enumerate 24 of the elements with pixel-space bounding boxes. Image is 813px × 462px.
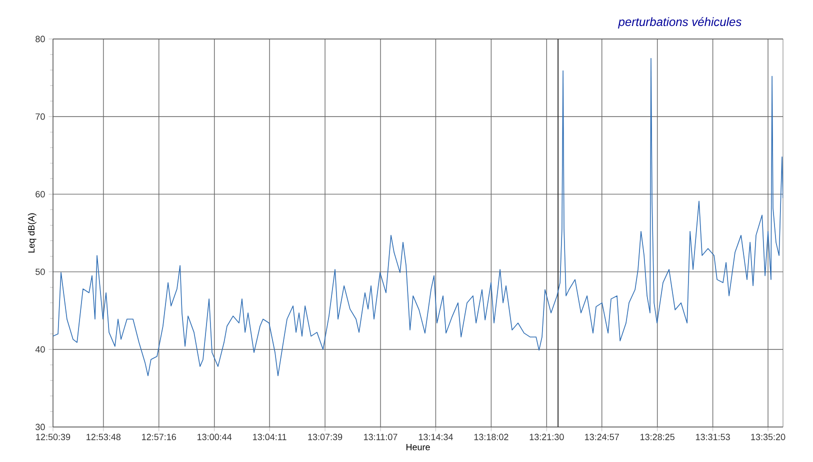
x-tick-label: 13:14:34 [418,434,453,440]
x-tick-label: 13:31:53 [696,434,730,440]
x-tick-label: 13:18:02 [474,434,508,440]
text: perturbations véhicules [618,17,742,28]
y-tick-label: 40 [35,346,45,353]
y-axis-title: Leq dB(A) [28,213,36,253]
x-tick-label: 13:00:44 [198,434,232,440]
x-axis-title: Heure [406,444,430,450]
x-tick-label: 12:57:16 [142,434,176,440]
x-tick-label: 13:24:57 [585,434,619,440]
x-tick-label: 12:53:48 [86,434,121,440]
x-tick-label: 13:11:07 [364,434,398,440]
x-tick-label: 12:50:39 [36,434,70,440]
x-tick-label: 13:04:11 [253,434,286,440]
x-tick-label: 13:07:39 [308,434,342,440]
y-tick-label: 70 [36,113,45,120]
line-series [53,58,784,376]
x-tick-label: 13:21:30 [530,434,564,440]
y-tick-label: 80 [36,36,45,42]
y-tick-label: 50 [36,268,45,275]
x-tick-label: 13:28:25 [640,434,674,440]
y-tick-label: 30 [36,424,45,430]
x-tick-label: 13:35:20 [751,434,786,440]
y-tick-label: 60 [36,191,45,198]
